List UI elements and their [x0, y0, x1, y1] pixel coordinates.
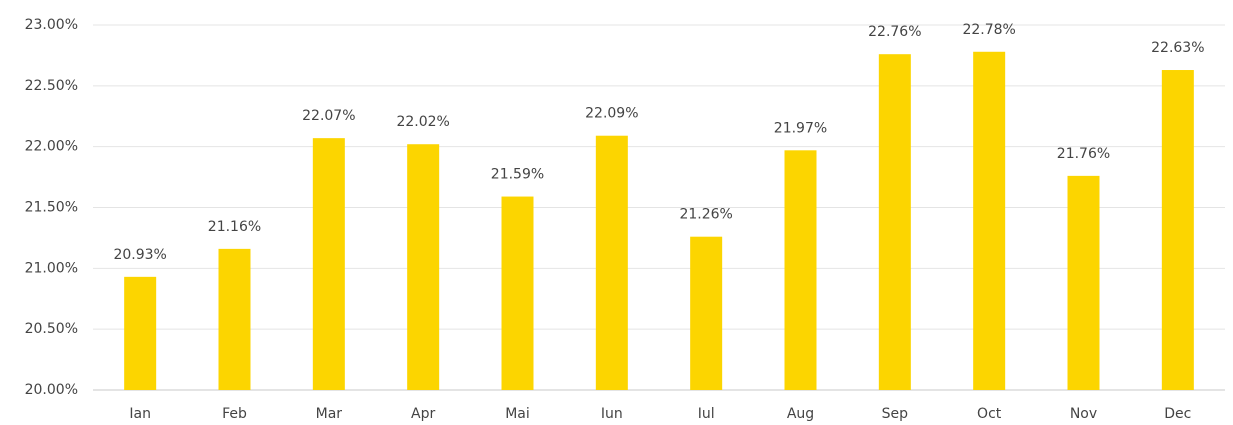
x-tick-label: Sep — [882, 406, 909, 422]
x-tick-label: Aug — [787, 406, 814, 422]
y-tick-label: 20.00% — [25, 382, 78, 398]
x-tick-label: Feb — [222, 406, 247, 422]
bar — [312, 138, 345, 390]
bar — [878, 54, 911, 390]
y-tick-label: 21.50% — [25, 200, 78, 216]
bar — [595, 135, 628, 390]
x-tick-label: Nov — [1070, 406, 1097, 422]
y-tick-label: 22.00% — [25, 139, 78, 155]
data-label: 22.76% — [868, 24, 921, 40]
bar — [973, 51, 1006, 391]
bar — [407, 144, 440, 390]
bar — [1161, 70, 1194, 391]
bar — [501, 196, 534, 390]
data-label: 21.26% — [679, 207, 732, 223]
data-label: 22.07% — [302, 108, 355, 124]
x-tick-label: Mar — [316, 406, 343, 422]
x-tick-label: Mai — [505, 406, 530, 422]
data-label: 22.09% — [585, 106, 638, 122]
x-tick-label: Apr — [411, 406, 435, 422]
data-label: 22.63% — [1151, 40, 1204, 56]
bar — [784, 150, 817, 390]
bar — [690, 236, 723, 390]
y-tick-label: 20.50% — [25, 321, 78, 337]
x-tick-label: Iun — [601, 406, 623, 422]
bar — [1067, 175, 1100, 390]
bar — [124, 276, 157, 390]
x-tick-label: Dec — [1164, 406, 1191, 422]
y-tick-label: 21.00% — [25, 260, 78, 276]
data-label: 20.93% — [113, 247, 166, 263]
data-label: 21.59% — [491, 167, 544, 183]
data-label: 22.02% — [396, 114, 449, 130]
y-tick-label: 22.50% — [25, 78, 78, 94]
data-label: 22.78% — [962, 22, 1015, 38]
bar — [218, 248, 251, 390]
x-tick-label: Iul — [698, 406, 715, 422]
y-tick-label: 23.00% — [25, 17, 78, 33]
x-tick-label: Ian — [129, 406, 151, 422]
data-label: 21.97% — [774, 120, 827, 136]
data-label: 21.16% — [208, 219, 261, 235]
data-label: 21.76% — [1057, 146, 1110, 162]
x-tick-label: Oct — [977, 406, 1002, 422]
